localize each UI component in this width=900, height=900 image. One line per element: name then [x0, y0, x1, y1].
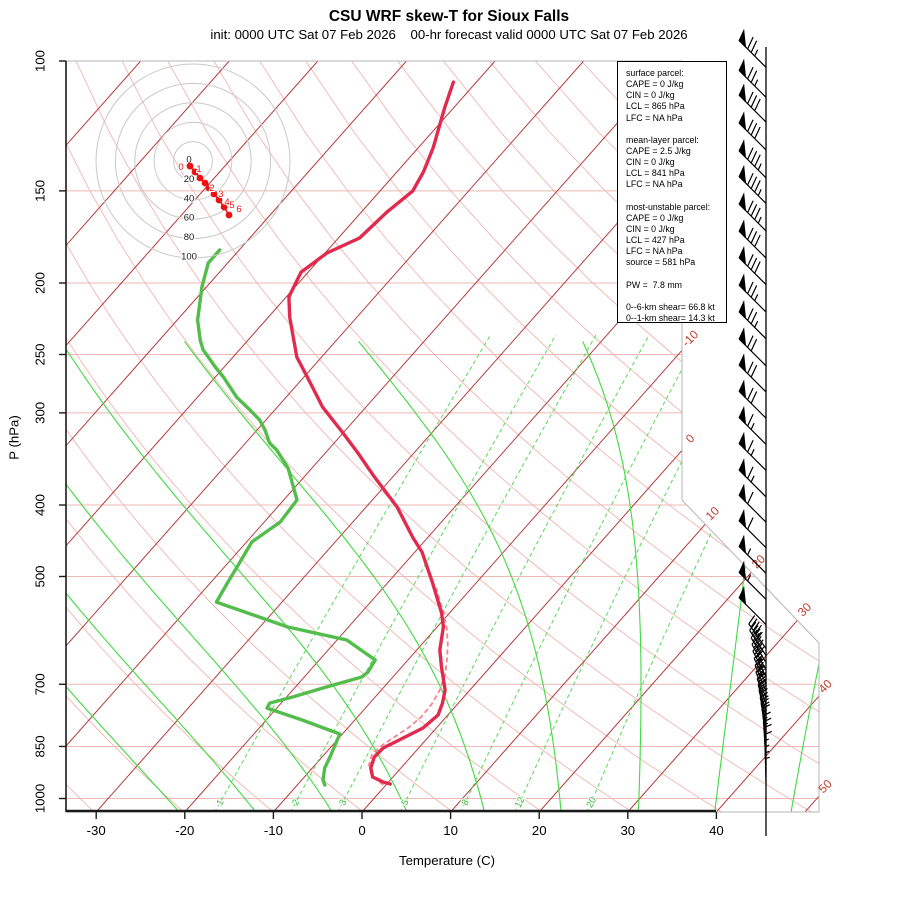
svg-text:3: 3	[218, 189, 223, 200]
svg-text:40: 40	[709, 823, 724, 838]
svg-text:30: 30	[620, 823, 635, 838]
svg-text:850: 850	[33, 735, 48, 757]
info-line-5	[626, 124, 726, 135]
info-line-16: LFC = NA hPa	[626, 246, 683, 257]
svg-text:60: 60	[184, 213, 195, 224]
svg-text:100: 100	[181, 252, 197, 263]
svg-text:10: 10	[703, 504, 723, 524]
svg-text:400: 400	[33, 494, 48, 516]
parcel-trace	[368, 587, 449, 786]
y-axis-title: P (hPa)	[6, 415, 22, 460]
svg-text:150: 150	[33, 180, 48, 202]
info-line-20	[626, 291, 726, 302]
info-line-7: CAPE = 2.5 J/kg	[626, 145, 691, 156]
svg-text:100: 100	[33, 50, 48, 72]
parcel-info-box: surface parcel: CAPE = 0 J/kg CIN = 0 J/kg…	[617, 61, 727, 323]
info-line-8: CIN = 0 J/kg	[626, 157, 675, 168]
info-line-22: 0--1-km shear= 14.3 kt	[626, 313, 715, 324]
svg-text:-20: -20	[175, 823, 194, 838]
svg-text:30: 30	[795, 600, 815, 620]
svg-text:-30: -30	[87, 823, 106, 838]
svg-text:20: 20	[584, 795, 599, 810]
wind-barb-column	[738, 28, 773, 836]
info-line-4: LFC = NA hPa	[626, 112, 683, 123]
svg-text:-10: -10	[264, 823, 283, 838]
svg-text:4: 4	[224, 197, 229, 208]
svg-text:0: 0	[178, 162, 183, 173]
sounding-profiles	[195, 80, 456, 787]
dewpoint-trace	[195, 248, 377, 787]
info-line-21: 0--6-km shear= 66.8 kt	[626, 301, 715, 312]
info-line-17: source = 581 hPa	[626, 257, 696, 268]
chart-title: CSU WRF skew-T for Sioux Falls	[328, 8, 570, 25]
svg-text:500: 500	[33, 565, 48, 587]
svg-text:300: 300	[33, 402, 48, 424]
info-line-0: surface parcel:	[626, 68, 684, 78]
svg-text:10: 10	[443, 823, 458, 838]
svg-text:2: 2	[209, 183, 214, 194]
svg-text:5: 5	[399, 798, 411, 808]
info-line-11	[626, 191, 726, 202]
info-line-15: LCL = 427 hPa	[626, 235, 685, 246]
info-line-1: CAPE = 0 J/kg	[626, 79, 684, 90]
info-line-12: most-unstable parcel:	[626, 201, 711, 212]
svg-text:0: 0	[683, 431, 698, 446]
svg-text:40: 40	[815, 676, 835, 696]
mixing-ratio-labels: 1 2 3 5 8 12 20	[213, 794, 600, 811]
svg-text:700: 700	[33, 673, 48, 695]
svg-text:3: 3	[337, 798, 349, 808]
info-line-18	[626, 269, 726, 280]
chart-subtitle: init: 0000 UTC Sat 07 Feb 2026 00-hr for…	[210, 27, 688, 42]
info-line-13: CAPE = 0 J/kg	[626, 212, 684, 223]
svg-text:40: 40	[184, 193, 195, 204]
info-line-2: CIN = 0 J/kg	[626, 90, 675, 101]
temperature-trace	[287, 80, 456, 786]
svg-text:1000: 1000	[33, 784, 48, 813]
svg-text:0: 0	[186, 155, 191, 166]
svg-text:250: 250	[33, 343, 48, 365]
svg-text:20: 20	[184, 174, 195, 185]
svg-text:80: 80	[184, 232, 195, 243]
info-line-10: LFC = NA hPa	[626, 179, 683, 190]
svg-text:6: 6	[236, 204, 241, 215]
background-grid	[66, 61, 819, 812]
svg-text:1: 1	[196, 164, 201, 175]
svg-text:20: 20	[532, 823, 547, 838]
svg-text:50: 50	[815, 776, 835, 796]
svg-text:2: 2	[290, 798, 302, 808]
svg-text:1: 1	[214, 798, 226, 808]
svg-text:5: 5	[229, 200, 234, 211]
info-line-3: LCL = 865 hPa	[626, 101, 685, 112]
svg-text:200: 200	[33, 272, 48, 294]
info-line-19: PW = 7.8 mm	[626, 279, 682, 290]
svg-text:12: 12	[513, 795, 528, 810]
info-line-14: CIN = 0 J/kg	[626, 223, 675, 234]
svg-text:0: 0	[358, 823, 365, 838]
x-axis-title: Temperature (C)	[398, 853, 495, 868]
svg-text:8: 8	[460, 798, 472, 808]
info-line-9: LCL = 841 hPa	[626, 168, 685, 179]
info-line-6: mean-layer parcel:	[626, 134, 699, 145]
